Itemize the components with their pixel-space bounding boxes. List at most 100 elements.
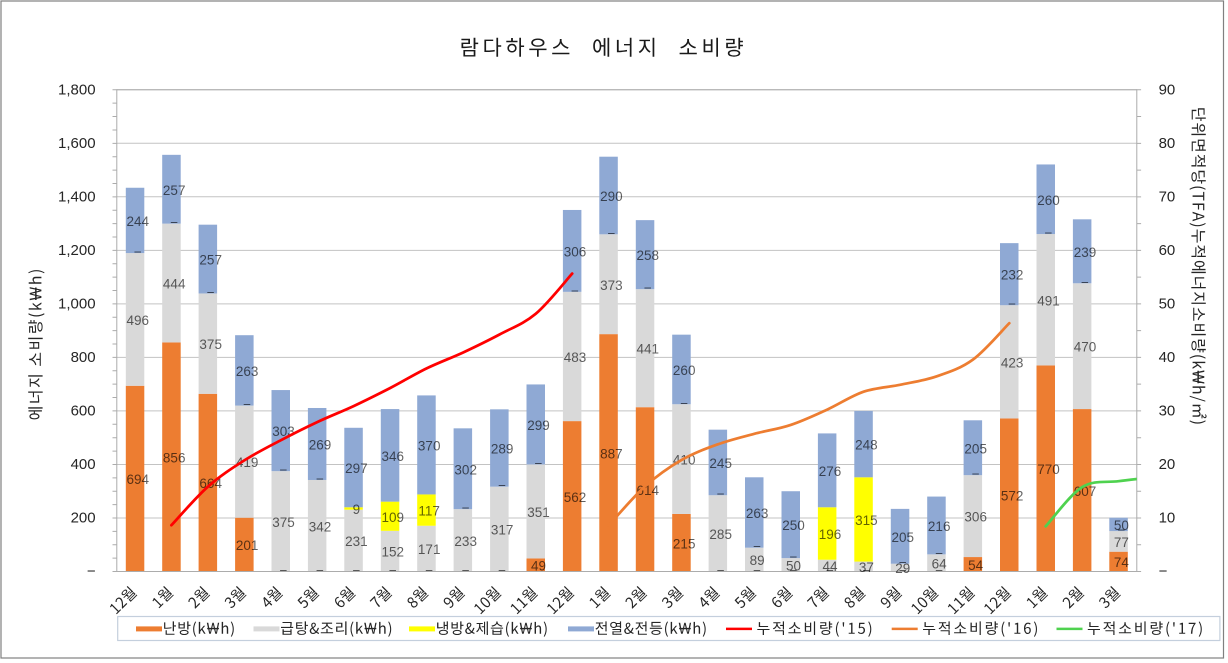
svg-text:239: 239 — [1074, 245, 1097, 260]
svg-text:40: 40 — [1159, 349, 1176, 366]
svg-text:30: 30 — [1159, 402, 1176, 419]
svg-text:−: − — [717, 563, 725, 578]
svg-text:290: 290 — [600, 189, 623, 204]
svg-text:770: 770 — [1037, 462, 1060, 477]
svg-text:−: − — [243, 397, 251, 412]
svg-text:441: 441 — [637, 342, 660, 357]
svg-text:1,800: 1,800 — [58, 81, 96, 98]
svg-text:201: 201 — [236, 538, 259, 553]
svg-text:9: 9 — [353, 502, 361, 517]
svg-text:205: 205 — [964, 441, 987, 456]
svg-text:257: 257 — [199, 253, 222, 268]
svg-text:491: 491 — [1037, 293, 1060, 308]
svg-text:694: 694 — [127, 472, 150, 487]
svg-text:444: 444 — [163, 277, 186, 292]
svg-text:285: 285 — [709, 527, 732, 542]
svg-text:423: 423 — [1001, 355, 1024, 370]
svg-text:−: − — [316, 472, 324, 487]
svg-text:856: 856 — [163, 451, 186, 466]
svg-text:303: 303 — [272, 424, 295, 439]
svg-text:−: − — [425, 563, 433, 578]
svg-text:29: 29 — [895, 561, 910, 576]
svg-text:233: 233 — [454, 534, 477, 549]
svg-text:−: − — [498, 563, 506, 578]
svg-text:80: 80 — [1159, 135, 1176, 152]
svg-text:54: 54 — [968, 558, 984, 573]
svg-text:299: 299 — [527, 418, 550, 433]
svg-text:1,400: 1,400 — [58, 188, 96, 205]
svg-text:306: 306 — [964, 510, 987, 525]
svg-text:−: − — [389, 563, 397, 578]
svg-text:−: − — [753, 539, 761, 554]
svg-text:−: − — [899, 555, 907, 570]
svg-text:−: − — [899, 563, 907, 578]
svg-text:375: 375 — [199, 337, 222, 352]
svg-text:−: − — [1081, 275, 1089, 290]
svg-text:44: 44 — [822, 559, 838, 574]
svg-text:−: − — [280, 463, 288, 478]
svg-text:10: 10 — [1159, 510, 1176, 527]
svg-text:260: 260 — [1037, 193, 1060, 208]
svg-text:1,000: 1,000 — [58, 295, 96, 312]
svg-text:−: − — [826, 563, 834, 578]
svg-text:20: 20 — [1159, 456, 1176, 473]
svg-text:373: 373 — [600, 278, 623, 293]
svg-text:−: − — [790, 563, 798, 578]
svg-text:600: 600 — [71, 402, 96, 419]
svg-text:−: − — [790, 550, 798, 565]
svg-text:−: − — [352, 563, 360, 578]
svg-text:1,600: 1,600 — [58, 135, 96, 152]
svg-text:−: − — [1045, 226, 1053, 241]
svg-text:−: − — [717, 487, 725, 502]
svg-text:−: − — [935, 546, 943, 561]
svg-text:64: 64 — [932, 557, 948, 572]
svg-text:351: 351 — [527, 505, 550, 520]
svg-text:887: 887 — [600, 446, 623, 461]
svg-text:306: 306 — [564, 245, 587, 260]
svg-text:−: − — [1117, 523, 1125, 538]
svg-text:245: 245 — [709, 456, 732, 471]
svg-text:302: 302 — [454, 462, 477, 477]
svg-text:342: 342 — [309, 519, 332, 534]
svg-text:269: 269 — [309, 438, 332, 453]
svg-text:50: 50 — [1159, 295, 1176, 312]
svg-text:−: − — [280, 563, 288, 578]
svg-text:276: 276 — [819, 464, 842, 479]
svg-text:109: 109 — [382, 510, 405, 525]
svg-text:400: 400 — [71, 456, 96, 473]
svg-text:375: 375 — [272, 515, 295, 530]
svg-text:800: 800 — [71, 349, 96, 366]
svg-text:317: 317 — [491, 523, 514, 538]
svg-text:1,200: 1,200 — [58, 242, 96, 259]
svg-text:289: 289 — [491, 442, 514, 457]
svg-text:263: 263 — [236, 364, 259, 379]
svg-text:−: − — [680, 396, 688, 411]
svg-text:496: 496 — [127, 313, 150, 328]
svg-text:50: 50 — [786, 558, 801, 573]
svg-text:−: − — [1159, 563, 1168, 580]
svg-text:248: 248 — [855, 438, 878, 453]
svg-text:200: 200 — [71, 510, 96, 527]
svg-text:−: − — [462, 501, 470, 516]
svg-text:244: 244 — [127, 214, 150, 229]
svg-text:50: 50 — [1114, 518, 1129, 533]
svg-text:483: 483 — [564, 350, 587, 365]
svg-text:171: 171 — [418, 542, 441, 557]
svg-text:250: 250 — [782, 518, 805, 533]
svg-text:216: 216 — [928, 519, 951, 534]
svg-text:49: 49 — [531, 559, 546, 574]
svg-text:70: 70 — [1159, 188, 1176, 205]
svg-text:470: 470 — [1074, 340, 1097, 355]
svg-text:263: 263 — [746, 506, 769, 521]
svg-text:37: 37 — [859, 560, 874, 575]
svg-text:419: 419 — [236, 455, 259, 470]
svg-text:117: 117 — [418, 504, 440, 519]
svg-text:−: − — [1008, 297, 1016, 312]
svg-text:−: − — [935, 563, 943, 578]
svg-text:614: 614 — [637, 483, 660, 498]
svg-text:89: 89 — [750, 553, 765, 568]
svg-text:90: 90 — [1159, 81, 1176, 98]
svg-text:−: − — [87, 563, 96, 580]
svg-text:572: 572 — [1001, 489, 1024, 504]
svg-text:−: − — [644, 281, 652, 296]
